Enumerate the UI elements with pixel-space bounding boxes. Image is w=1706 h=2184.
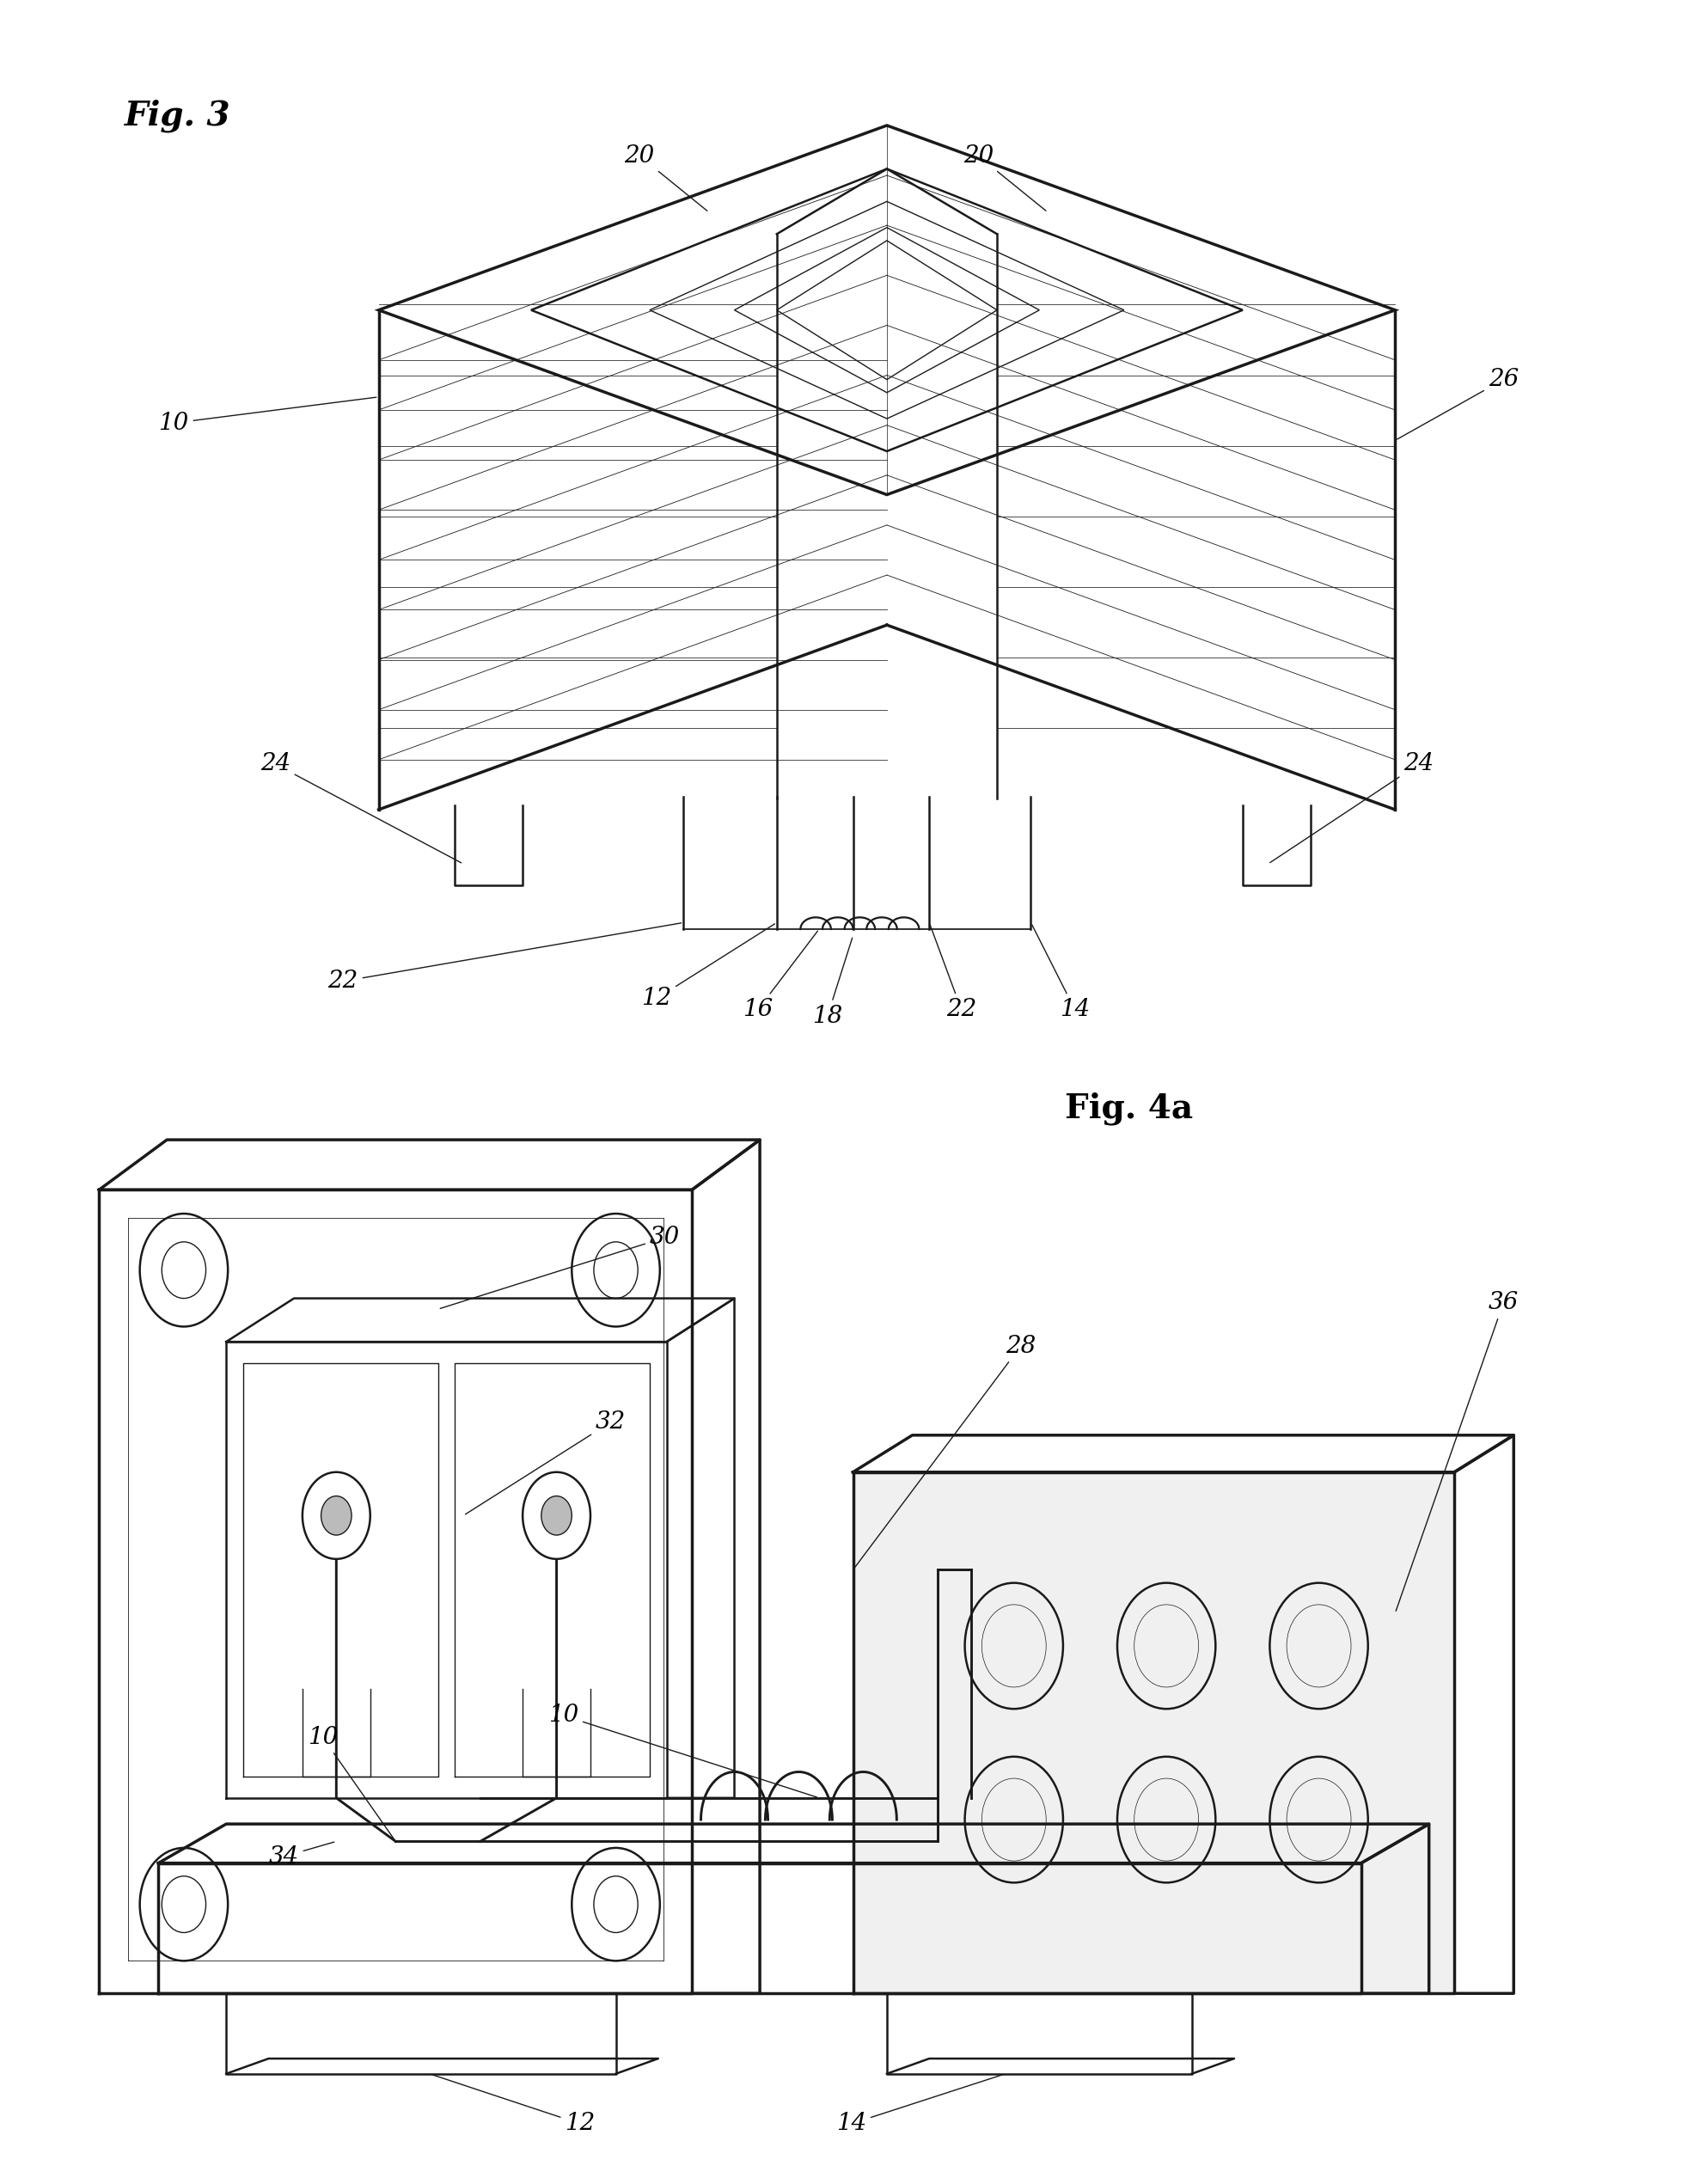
Text: 32: 32: [466, 1411, 626, 1514]
Text: 10: 10: [159, 397, 377, 435]
Text: 12: 12: [641, 924, 775, 1011]
Text: 30: 30: [440, 1225, 681, 1308]
Text: Fig. 3: Fig. 3: [125, 100, 230, 133]
Polygon shape: [853, 1472, 1455, 1994]
Circle shape: [541, 1496, 572, 1535]
Text: 24: 24: [259, 753, 461, 863]
Text: 12: 12: [432, 2075, 595, 2136]
Text: 18: 18: [812, 937, 853, 1029]
Text: 16: 16: [742, 930, 817, 1022]
Text: 20: 20: [964, 144, 1046, 212]
Text: 14: 14: [1032, 924, 1090, 1022]
Text: 28: 28: [855, 1334, 1036, 1568]
Text: 34: 34: [268, 1841, 334, 1867]
Text: 10: 10: [548, 1704, 817, 1797]
Text: 26: 26: [1397, 369, 1518, 439]
Circle shape: [321, 1496, 351, 1535]
Text: 10: 10: [307, 1725, 394, 1839]
Text: 24: 24: [1269, 753, 1433, 863]
Text: 22: 22: [328, 924, 681, 994]
Text: 14: 14: [836, 2075, 1003, 2136]
Text: 36: 36: [1396, 1291, 1518, 1612]
Text: 20: 20: [624, 144, 708, 212]
Text: 22: 22: [930, 924, 976, 1022]
Text: Fig. 4a: Fig. 4a: [1065, 1092, 1192, 1125]
